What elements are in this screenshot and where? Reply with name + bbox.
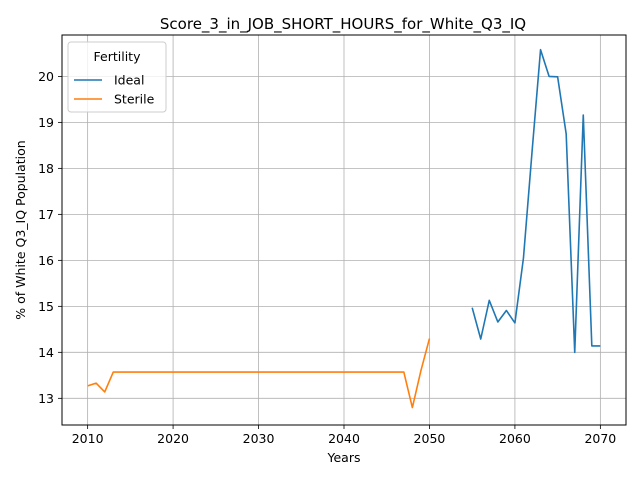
- legend-title: Fertility: [94, 49, 142, 64]
- x-tick-label: 2030: [243, 431, 275, 446]
- legend-label-sterile: Sterile: [114, 92, 155, 107]
- x-axis-label: Years: [327, 450, 361, 465]
- series-line-sterile: [87, 338, 431, 409]
- legend-box: [67, 41, 167, 113]
- legend: Fertility Ideal Sterile: [67, 41, 167, 113]
- series-layer: [87, 48, 601, 409]
- x-tick-label: 2040: [328, 431, 360, 446]
- y-tick-label: 18: [38, 161, 54, 176]
- y-tick-label: 14: [38, 345, 54, 360]
- x-axis: 2010 2020 2030 2040 2050 2060 2070: [72, 425, 616, 446]
- x-tick-label: 2070: [584, 431, 616, 446]
- series-line-ideal: [471, 48, 601, 354]
- x-tick-label: 2050: [414, 431, 446, 446]
- y-tick-label: 17: [38, 207, 54, 222]
- legend-label-ideal: Ideal: [114, 73, 144, 88]
- y-tick-label: 13: [38, 391, 54, 406]
- x-tick-label: 2020: [157, 431, 189, 446]
- y-tick-label: 15: [38, 299, 54, 314]
- x-tick-label: 2010: [72, 431, 104, 446]
- x-tick-label: 2060: [499, 431, 531, 446]
- chart-title: Score_3_in_JOB_SHORT_HOURS_for_White_Q3_…: [160, 15, 526, 34]
- y-tick-label: 20: [38, 69, 54, 84]
- y-tick-label: 19: [38, 115, 54, 130]
- y-axis-label: % of White Q3_IQ Population: [13, 140, 28, 319]
- y-tick-label: 16: [38, 253, 54, 268]
- grid: [62, 35, 626, 425]
- y-axis: 13 14 15 16 17 18 19 20: [38, 69, 62, 406]
